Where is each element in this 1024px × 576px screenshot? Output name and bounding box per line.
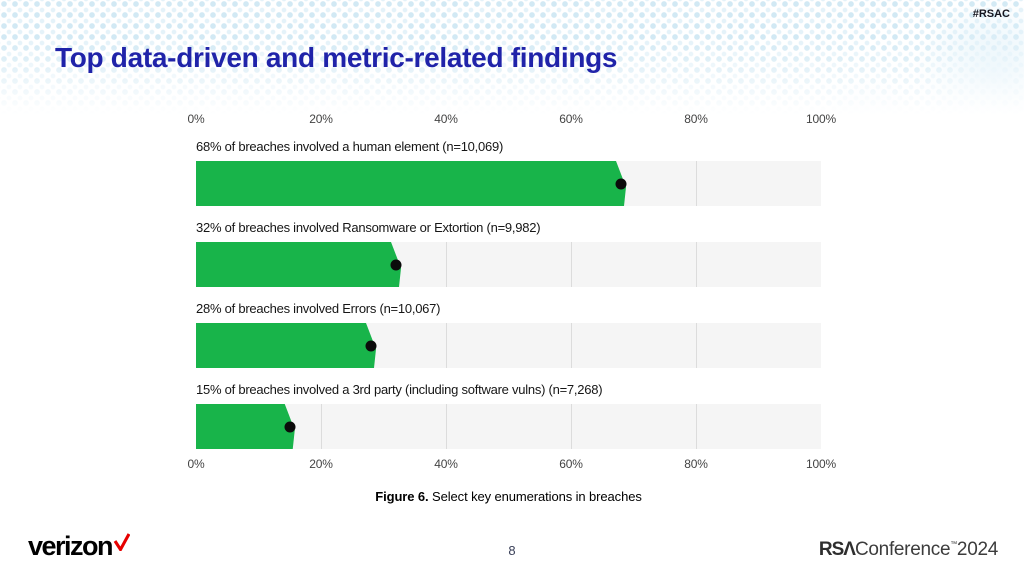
bar-marker-dot: [365, 340, 377, 351]
rsa-logo-trademark: ™: [950, 541, 957, 548]
bar-label: 15% of breaches involved a 3rd party (in…: [196, 382, 603, 397]
gridline: [696, 323, 697, 368]
axis-tick-label: 20%: [309, 112, 333, 126]
bar-label: 68% of breaches involved a human element…: [196, 139, 504, 154]
axis-tick-label: 100%: [806, 457, 836, 471]
bar-label: 32% of breaches involved Ransomware or E…: [196, 220, 541, 235]
axis-tick-label: 40%: [434, 112, 458, 126]
figure-caption: Figure 6. Select key enumerations in bre…: [196, 489, 821, 504]
figure-caption-number: Figure 6.: [375, 489, 429, 504]
x-axis-top: 0% 20% 40% 60% 80% 100%: [188, 112, 837, 128]
axis-tick-label: 100%: [806, 112, 836, 126]
gridline: [446, 404, 447, 449]
axis-tick-label: 20%: [309, 457, 333, 471]
bar-marker-dot: [615, 178, 627, 189]
axis-tick-label: 80%: [684, 112, 708, 126]
verizon-logo: verizon: [28, 531, 131, 561]
page-number: 8: [508, 543, 516, 558]
bar-track: [196, 323, 821, 368]
chart-row: 28% of breaches involved Errors (n=10,06…: [196, 301, 821, 368]
gridline: [446, 323, 447, 368]
bar-marker-dot: [390, 259, 402, 270]
chart-row: 32% of breaches involved Ransomware or E…: [196, 220, 821, 287]
rsa-logo-conference: Conference: [854, 539, 951, 560]
axis-tick-label: 0%: [187, 112, 205, 126]
gridline: [446, 242, 447, 287]
gridline: [571, 242, 572, 287]
gridline: [696, 404, 697, 449]
bar-marker-dot: [284, 421, 296, 432]
axis-tick-label: 60%: [559, 112, 583, 126]
bar-label: 28% of breaches involved Errors (n=10,06…: [196, 301, 441, 316]
bar-fill: [196, 242, 401, 287]
bar-track: [196, 242, 821, 287]
bar-fill: [196, 404, 295, 449]
figure-caption-text: Select key enumerations in breaches: [428, 489, 642, 504]
chart-row: 15% of breaches involved a 3rd party (in…: [196, 382, 821, 449]
verizon-check-icon: [113, 533, 131, 551]
page-title: Top data-driven and metric-related findi…: [55, 42, 618, 73]
verizon-wordmark: verizon: [28, 531, 114, 561]
bar-fill: [196, 161, 626, 206]
axis-tick-label: 0%: [187, 457, 205, 471]
gridline: [571, 323, 572, 368]
bar-track: [196, 161, 821, 206]
rsa-conference-logo: RSΛConference™2024: [819, 539, 998, 561]
chart-rows: 68% of breaches involved a human element…: [196, 139, 821, 463]
header-halftone-background: [0, 0, 1024, 122]
rsa-logo-bold: RSΛ: [818, 539, 856, 560]
gridline: [321, 404, 322, 449]
axis-tick-label: 40%: [434, 457, 458, 471]
gridline: [696, 242, 697, 287]
gridline: [696, 161, 697, 206]
bar-fill: [196, 323, 376, 368]
axis-tick-label: 80%: [684, 457, 708, 471]
gridline: [571, 404, 572, 449]
rsa-logo-year: 2024: [956, 539, 998, 560]
bar-chart: 0% 20% 40% 60% 80% 100% 68% of breaches invol…: [188, 112, 837, 474]
chart-row: 68% of breaches involved a human element…: [196, 139, 821, 206]
x-axis-bottom: 0% 20% 40% 60% 80% 100%: [188, 457, 837, 473]
rsac-hashtag: #RSAC: [972, 8, 1010, 20]
axis-tick-label: 60%: [559, 457, 583, 471]
bar-track: [196, 404, 821, 449]
